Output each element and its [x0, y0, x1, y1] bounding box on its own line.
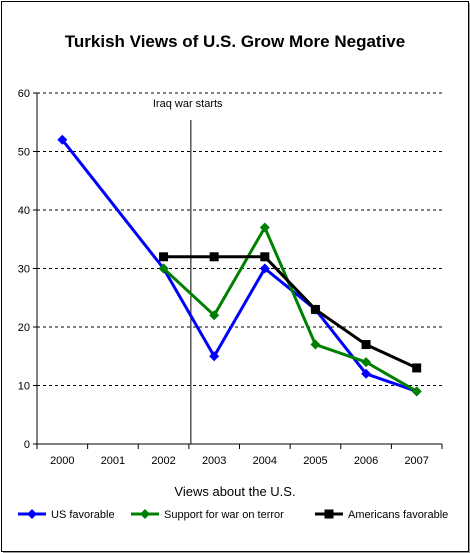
data-point-americans-favorable [260, 252, 270, 262]
data-point-americans-favorable [412, 363, 422, 373]
x-tick-label: 2006 [354, 455, 378, 467]
data-point-americans-favorable [310, 304, 320, 314]
y-tick-label: 40 [18, 205, 30, 217]
data-point-support-for-war-on-terror [209, 310, 220, 321]
y-tick-label: 50 [18, 147, 30, 159]
series-line-support-for-war-on-terror [162, 224, 418, 393]
legend-marker-support-for-war-on-terror [140, 509, 150, 519]
x-tick-label: 2004 [253, 455, 277, 467]
series-group [57, 134, 422, 397]
x-tick-label: 2003 [202, 455, 226, 467]
x-tick-label: 2005 [303, 455, 327, 467]
data-point-support-for-war-on-terror [158, 263, 169, 274]
data-point-support-for-war-on-terror [259, 222, 270, 233]
annotation-label: Iraq war starts [153, 98, 223, 110]
chart-title: Turkish Views of U.S. Grow More Negative [64, 32, 406, 51]
y-tick-label: 60 [18, 88, 30, 100]
data-point-us-favorable [259, 263, 270, 274]
y-tick-label: 10 [18, 381, 30, 393]
x-tick-label: 2001 [101, 455, 125, 467]
y-tick-label: 30 [18, 264, 30, 276]
legend-label-us-favorable: US favorable [51, 509, 115, 521]
data-point-americans-favorable [159, 252, 169, 262]
data-point-support-for-war-on-terror [361, 357, 372, 368]
data-point-americans-favorable [209, 252, 219, 262]
y-axis-ticks: 0 10 20 30 40 50 60 [18, 88, 37, 451]
data-point-americans-favorable [361, 340, 371, 350]
data-point-us-favorable [361, 368, 372, 379]
x-axis-title: Views about the U.S. [174, 484, 296, 499]
gridlines [37, 92, 442, 386]
x-tick-label: 2002 [151, 455, 175, 467]
data-point-us-favorable [57, 134, 68, 145]
legend-marker-americans-favorable [324, 509, 334, 519]
series-line-americans-favorable [163, 255, 418, 370]
legend-label-americans-favorable: Americans favorable [348, 509, 448, 521]
legend: US favorable Support for war on terror Ame… [18, 509, 448, 521]
x-tick-label: 2007 [404, 455, 428, 467]
y-tick-label: 0 [24, 439, 30, 451]
legend-marker-us-favorable [27, 509, 37, 519]
data-point-us-favorable [209, 351, 220, 362]
x-tick-label: 2000 [50, 455, 74, 467]
y-tick-label: 20 [18, 322, 30, 334]
series-line-us-favorable [61, 138, 418, 393]
legend-label-support-for-war-on-terror: Support for war on terror [164, 509, 284, 521]
data-point-support-for-war-on-terror [310, 339, 321, 350]
data-point-support-for-war-on-terror [411, 386, 422, 397]
x-axis-ticks: 2000 2001 2002 2003 2004 2005 2006 2007 [36, 444, 443, 467]
annotation-group: Iraq war starts [153, 98, 223, 444]
